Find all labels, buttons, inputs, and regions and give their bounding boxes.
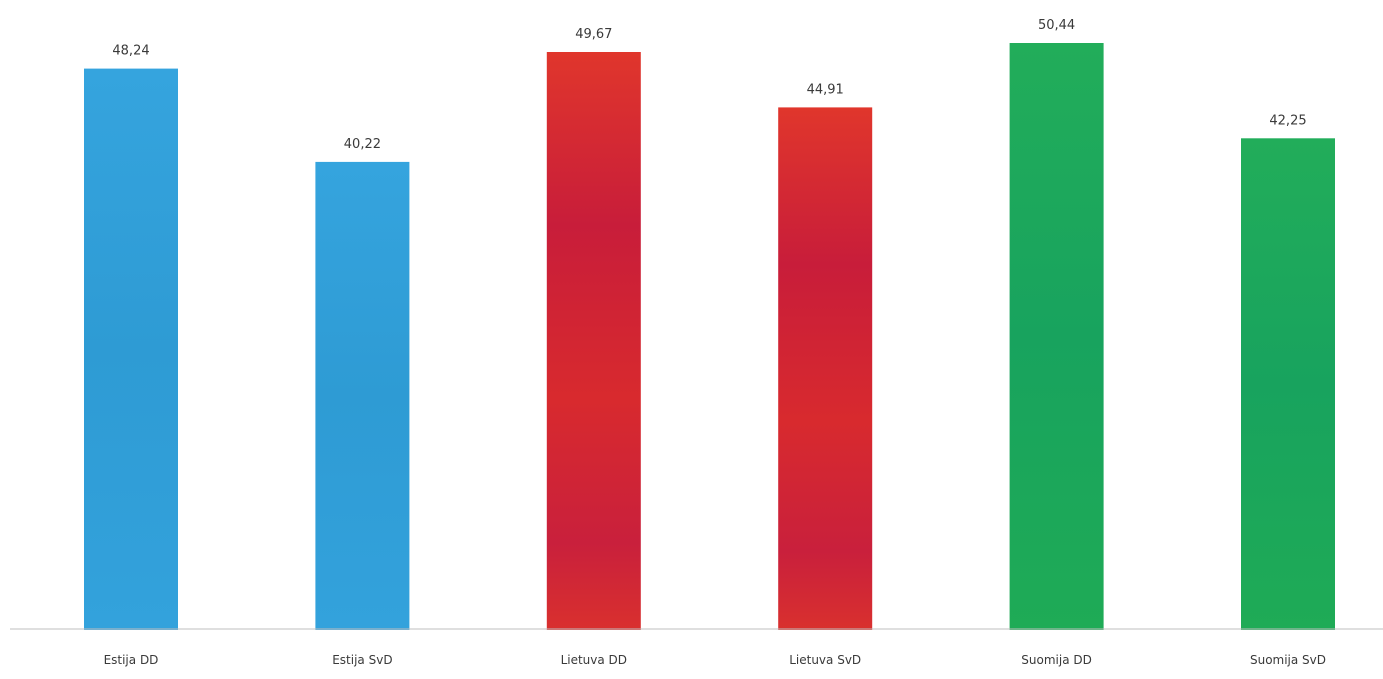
data-label: 44,91 [807, 82, 844, 97]
x-tick-label: Suomija DD [1021, 653, 1092, 667]
bar-lietuva-svd [778, 107, 873, 630]
data-label: 40,22 [344, 137, 381, 152]
bar-suomija-svd [1241, 138, 1335, 631]
x-tick-label: Estija DD [104, 653, 159, 667]
data-label: 49,67 [575, 27, 612, 42]
data-label: 48,24 [112, 44, 149, 59]
x-tick-label: Lietuva SvD [789, 653, 861, 667]
data-label: 50,44 [1038, 18, 1075, 33]
x-tick-label: Suomija SvD [1250, 653, 1326, 667]
bar-estija-svd [315, 161, 410, 630]
bar-estija-dd [84, 68, 178, 631]
bar-lietuva-dd [546, 52, 641, 630]
x-tick-label: Estija SvD [332, 653, 392, 667]
x-tick-label: Lietuva DD [561, 653, 627, 667]
bar-suomija-dd [1009, 43, 1104, 630]
data-label: 42,25 [1269, 113, 1306, 128]
